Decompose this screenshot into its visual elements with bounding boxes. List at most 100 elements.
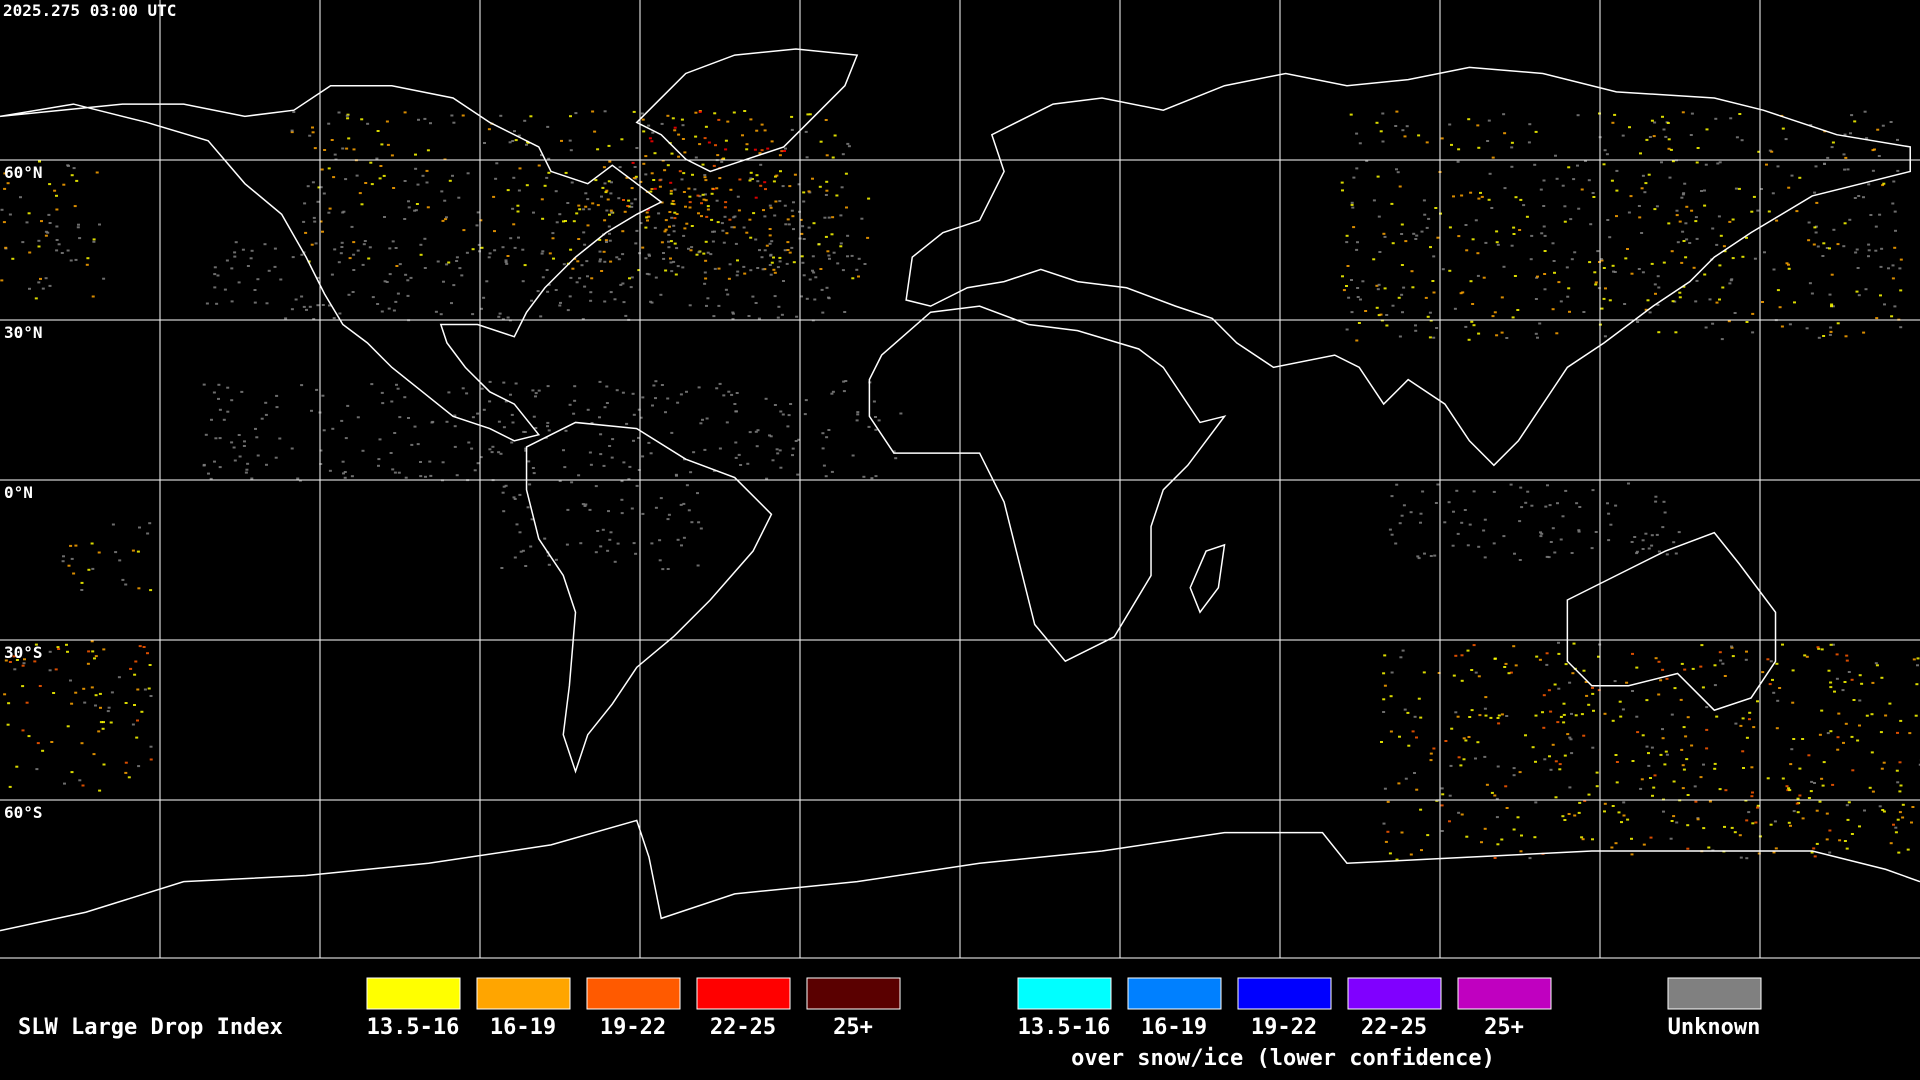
cloud-pixel bbox=[578, 208, 582, 211]
cloud-pixel bbox=[588, 508, 592, 511]
cloud-pixel bbox=[455, 256, 459, 259]
cloud-pixel bbox=[1417, 557, 1421, 560]
cloud-pixel bbox=[479, 456, 483, 459]
cloud-pixel bbox=[1671, 300, 1675, 303]
cloud-pixel bbox=[1429, 752, 1433, 755]
cloud-pixel bbox=[715, 187, 719, 190]
cloud-pixel bbox=[1389, 730, 1393, 733]
cloud-pixel bbox=[1685, 238, 1689, 241]
cloud-pixel bbox=[396, 292, 400, 295]
cloud-pixel bbox=[525, 143, 528, 146]
cloud-pixel bbox=[673, 188, 677, 191]
cloud-pixel bbox=[706, 205, 710, 208]
cloud-pixel bbox=[676, 538, 680, 541]
cloud-pixel bbox=[825, 286, 829, 289]
cloud-pixel bbox=[1696, 147, 1700, 149]
cloud-pixel bbox=[635, 147, 639, 149]
cloud-pixel bbox=[1778, 687, 1782, 689]
cloud-pixel bbox=[1723, 675, 1727, 677]
cloud-pixel bbox=[756, 180, 760, 183]
cloud-pixel bbox=[532, 211, 535, 214]
cloud-pixel bbox=[333, 153, 337, 156]
legend-swatch bbox=[366, 977, 461, 1010]
cloud-pixel bbox=[596, 530, 600, 532]
cloud-pixel bbox=[637, 408, 641, 411]
cloud-pixel bbox=[797, 438, 801, 441]
cloud-pixel bbox=[1863, 809, 1866, 812]
cloud-pixel bbox=[1692, 266, 1696, 269]
cloud-pixel bbox=[1729, 117, 1733, 120]
cloud-pixel bbox=[628, 465, 632, 468]
cloud-pixel bbox=[1414, 238, 1418, 240]
cloud-pixel bbox=[1810, 292, 1814, 295]
cloud-pixel bbox=[1502, 113, 1506, 116]
cloud-pixel bbox=[339, 252, 343, 255]
cloud-pixel bbox=[804, 130, 808, 133]
cloud-pixel bbox=[1653, 208, 1657, 211]
cloud-pixel bbox=[1836, 736, 1840, 739]
cloud-pixel bbox=[1702, 763, 1705, 766]
cloud-pixel bbox=[1457, 756, 1461, 759]
cloud-pixel bbox=[131, 549, 135, 552]
cloud-pixel bbox=[513, 246, 517, 249]
cloud-pixel bbox=[332, 317, 336, 320]
cloud-pixel bbox=[1486, 140, 1490, 142]
cloud-pixel bbox=[641, 455, 645, 458]
cloud-pixel bbox=[425, 169, 429, 172]
cloud-pixel bbox=[1549, 768, 1553, 771]
cloud-pixel bbox=[1377, 283, 1381, 286]
cloud-pixel bbox=[666, 518, 670, 521]
cloud-pixel bbox=[584, 192, 588, 195]
cloud-pixel bbox=[1793, 301, 1796, 304]
cloud-pixel bbox=[1591, 192, 1595, 194]
cloud-pixel bbox=[265, 463, 268, 466]
cloud-pixel bbox=[1511, 316, 1515, 319]
cloud-pixel bbox=[1570, 552, 1574, 554]
cloud-pixel bbox=[762, 209, 765, 212]
cloud-pixel bbox=[608, 232, 611, 235]
cloud-pixel bbox=[698, 143, 702, 146]
cloud-pixel bbox=[290, 308, 294, 311]
cloud-pixel bbox=[651, 131, 655, 134]
cloud-pixel bbox=[668, 225, 671, 228]
cloud-pixel bbox=[207, 472, 210, 475]
cloud-pixel bbox=[718, 177, 722, 180]
cloud-pixel bbox=[131, 723, 135, 726]
cloud-pixel bbox=[1662, 810, 1665, 813]
cloud-pixel bbox=[451, 174, 454, 177]
cloud-pixel bbox=[212, 391, 216, 394]
cloud-pixel bbox=[1536, 336, 1539, 339]
cloud-pixel bbox=[1881, 809, 1885, 811]
cloud-pixel bbox=[704, 259, 708, 262]
cloud-pixel bbox=[673, 217, 677, 220]
cloud-pixel bbox=[388, 247, 392, 250]
cloud-pixel bbox=[1388, 852, 1392, 855]
cloud-pixel bbox=[1842, 741, 1845, 744]
cloud-pixel bbox=[776, 316, 780, 319]
cloud-pixel bbox=[392, 187, 396, 189]
cloud-pixel bbox=[316, 276, 320, 279]
cloud-pixel bbox=[1696, 818, 1700, 821]
cloud-pixel bbox=[1609, 523, 1613, 526]
cloud-pixel bbox=[608, 445, 612, 447]
cloud-pixel bbox=[1518, 559, 1522, 561]
cloud-pixel bbox=[1503, 187, 1507, 190]
cloud-pixel bbox=[1591, 686, 1594, 689]
cloud-pixel bbox=[532, 472, 536, 475]
cloud-pixel bbox=[1850, 833, 1854, 835]
cloud-pixel bbox=[611, 438, 615, 441]
cloud-pixel bbox=[1513, 552, 1516, 555]
cloud-pixel bbox=[1880, 676, 1884, 679]
cloud-pixel bbox=[746, 462, 750, 465]
cloud-pixel bbox=[1582, 734, 1586, 737]
cloud-pixel bbox=[1457, 235, 1461, 238]
cloud-pixel bbox=[314, 242, 318, 245]
cloud-pixel bbox=[1731, 257, 1735, 260]
cloud-pixel bbox=[1829, 681, 1833, 684]
cloud-pixel bbox=[1719, 234, 1723, 237]
cloud-pixel bbox=[487, 256, 491, 259]
cloud-pixel bbox=[541, 276, 545, 279]
cloud-pixel bbox=[672, 260, 676, 263]
cloud-pixel bbox=[1829, 326, 1833, 329]
